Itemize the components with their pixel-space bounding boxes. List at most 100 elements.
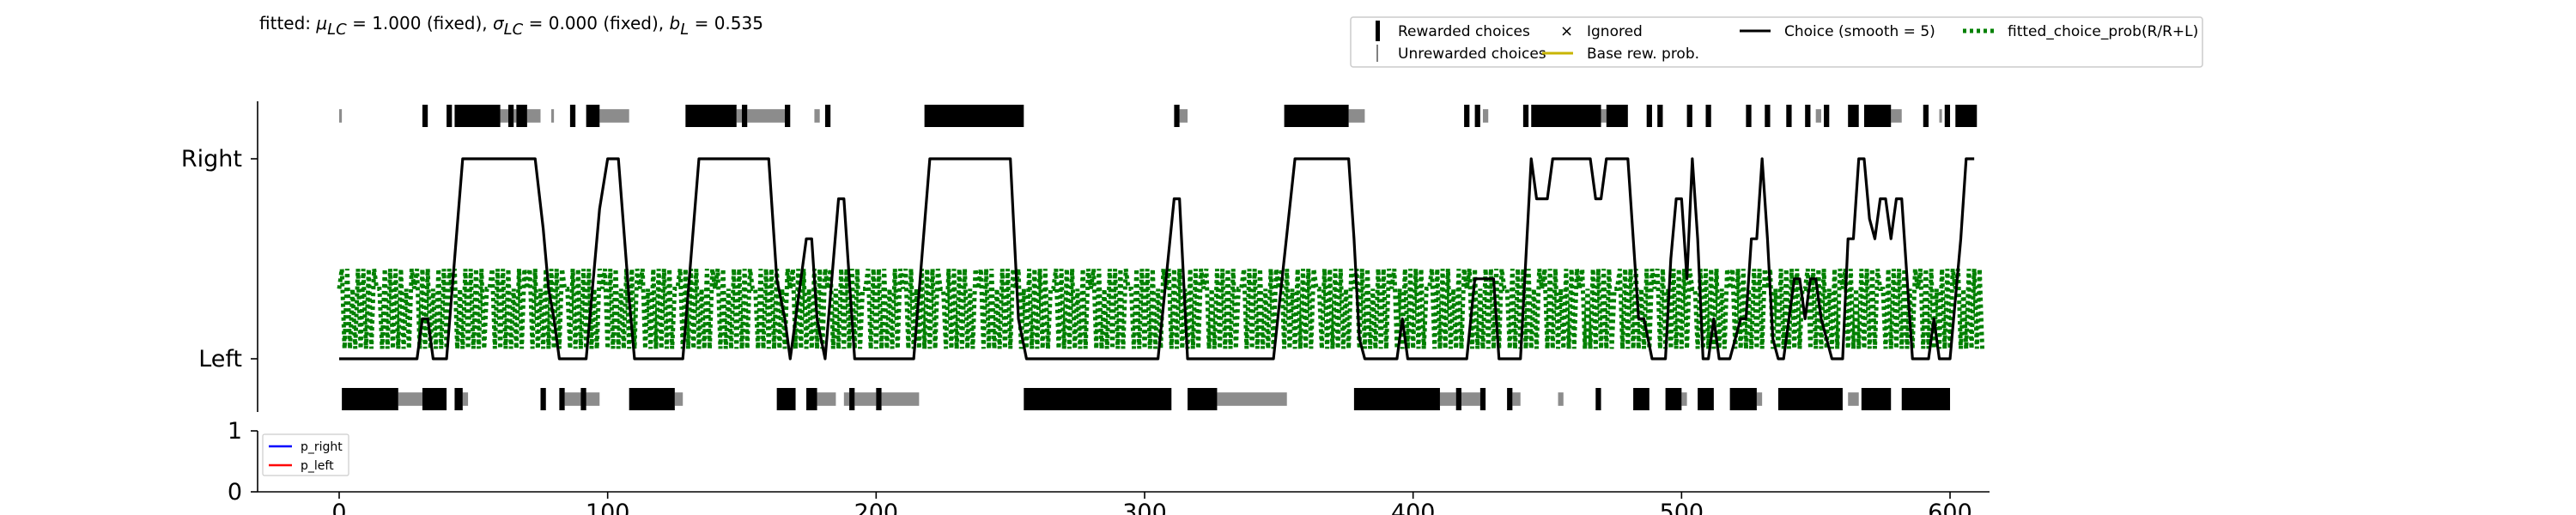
right-choice-rewarded-mark — [1606, 105, 1628, 127]
legend-entry: Base rew. prob. — [1542, 45, 1699, 63]
right-choice-unrewarded-mark — [1891, 109, 1902, 123]
chart-legend: Rewarded choices × Ignored Choice (smooth =… — [1350, 16, 2203, 68]
title-prefix: fitted: — [259, 13, 316, 33]
right-choice-unrewarded-mark — [1601, 109, 1607, 123]
left-choice-rewarded-mark — [876, 388, 882, 410]
left-choice-rewarded-mark — [1901, 388, 1951, 410]
right-choice-rewarded-mark — [1284, 105, 1349, 127]
right-choice-rewarded-mark — [586, 105, 600, 127]
bottom-y-ticks: 01 — [228, 418, 258, 506]
left-choice-rewarded-mark — [540, 388, 546, 410]
left-choice-unrewarded-mark — [881, 392, 920, 406]
right-choice-rewarded-mark — [1646, 105, 1652, 127]
left-choice-rewarded-mark — [1665, 388, 1682, 410]
right-choice-raster — [339, 105, 1978, 127]
left-choice-rewarded-mark — [1188, 388, 1218, 410]
left-choice-unrewarded-mark — [843, 392, 850, 406]
left-choice-unrewarded-mark — [674, 392, 683, 406]
xtick-label: 500 — [1660, 500, 1704, 515]
legend-label: Unrewarded choices — [1398, 45, 1546, 63]
xtick-label: 600 — [1928, 500, 1972, 515]
reward-prob-legend: p_right p_left — [262, 433, 349, 476]
left-choice-unrewarded-mark — [398, 392, 422, 406]
bottom-ytick-label: 1 — [228, 418, 242, 445]
right-choice-rewarded-mark — [1765, 105, 1771, 127]
legend-label: Base rew. prob. — [1587, 45, 1699, 63]
left-choice-rewarded-mark — [1455, 388, 1461, 410]
right-choice-unrewarded-mark — [1815, 109, 1821, 123]
left-choice-unrewarded-mark — [817, 392, 836, 406]
xtick-label: 100 — [586, 500, 630, 515]
left-choice-rewarded-mark — [422, 388, 447, 410]
right-choice-rewarded-mark — [1944, 105, 1951, 127]
right-choice-rewarded-mark — [1824, 105, 1830, 127]
right-choice-rewarded-mark — [1746, 105, 1752, 127]
left-choice-raster — [342, 388, 1951, 410]
right-choice-rewarded-mark — [422, 105, 428, 127]
right-choice-unrewarded-mark — [747, 109, 786, 123]
xtick-label: 200 — [854, 500, 899, 515]
legend-entry: × Ignored — [1560, 22, 1643, 40]
choice-smooth-line — [339, 157, 1975, 360]
legend-label: fitted_choice_prob(R/R+L) — [2008, 23, 2198, 40]
right-choice-rewarded-mark — [1686, 105, 1692, 127]
right-choice-unrewarded-mark — [1482, 109, 1489, 123]
right-choice-rewarded-mark — [742, 105, 748, 127]
choice-smooth-layer — [339, 157, 1975, 360]
left-choice-unrewarded-mark — [1681, 392, 1687, 406]
right-choice-rewarded-mark — [824, 105, 831, 127]
right-choice-unrewarded-mark — [736, 109, 743, 123]
left-choice-rewarded-mark — [1777, 388, 1843, 410]
left-choice-unrewarded-mark — [1461, 392, 1480, 406]
right-choice-rewarded-mark — [1531, 105, 1601, 127]
right-choice-rewarded-mark — [1464, 105, 1470, 127]
left-choice-unrewarded-mark — [854, 392, 877, 406]
left-choice-unrewarded-mark — [1558, 392, 1564, 406]
legend-entry: Rewarded choices — [1376, 21, 1530, 41]
right-choice-rewarded-mark — [685, 105, 737, 127]
left-choice-unrewarded-mark — [1512, 392, 1521, 406]
right-choice-rewarded-mark — [1848, 105, 1859, 127]
title-symbol: σ — [493, 13, 505, 33]
right-choice-rewarded-mark — [454, 105, 501, 127]
xtick-label: 400 — [1391, 500, 1436, 515]
reward-prob-legend-label: p_right — [301, 440, 343, 454]
left-choice-unrewarded-mark — [1848, 392, 1859, 406]
title-text: = 0.000 (fixed), — [523, 13, 669, 33]
right-choice-rewarded-mark — [1786, 105, 1792, 127]
title-symbol: b — [670, 13, 681, 33]
right-choice-unrewarded-mark — [814, 109, 820, 123]
reward-prob-legend-label: p_left — [301, 459, 334, 473]
title-subscript: LC — [327, 21, 347, 39]
left-choice-unrewarded-mark — [1217, 392, 1287, 406]
left-choice-rewarded-mark — [776, 388, 796, 410]
right-choice-unrewarded-mark — [526, 109, 541, 123]
top-ytick-label: Left — [198, 346, 242, 373]
choice-panel: Left Right — [181, 101, 1985, 412]
left-choice-rewarded-mark — [629, 388, 675, 410]
left-choice-rewarded-mark — [1633, 388, 1649, 410]
left-choice-rewarded-mark — [1353, 388, 1440, 410]
title-subscript: L — [680, 21, 689, 39]
left-choice-rewarded-mark — [580, 388, 586, 410]
right-choice-rewarded-mark — [1174, 105, 1180, 127]
left-choice-rewarded-mark — [342, 388, 398, 410]
left-choice-rewarded-mark — [849, 388, 855, 410]
left-choice-rewarded-mark — [454, 388, 463, 410]
right-choice-unrewarded-mark — [1179, 109, 1188, 123]
legend-label: Rewarded choices — [1398, 23, 1530, 40]
legend-rewarded-marker — [1376, 21, 1380, 41]
right-choice-rewarded-mark — [507, 105, 514, 127]
right-choice-rewarded-mark — [1705, 105, 1711, 127]
right-choice-unrewarded-mark — [339, 109, 343, 123]
right-choice-unrewarded-mark — [551, 109, 555, 123]
legend-label: Choice (smooth = 5) — [1784, 23, 1935, 40]
x-ticks: 0 100 200 300 400 500 600 — [331, 492, 1972, 515]
title-symbol: μ — [315, 13, 327, 33]
right-choice-unrewarded-mark — [1939, 109, 1942, 123]
title-text: = 0.535 — [689, 13, 763, 33]
right-choice-rewarded-mark — [785, 105, 791, 127]
right-choice-rewarded-mark — [1923, 105, 1929, 127]
legend-unrewarded-marker — [1376, 45, 1378, 62]
